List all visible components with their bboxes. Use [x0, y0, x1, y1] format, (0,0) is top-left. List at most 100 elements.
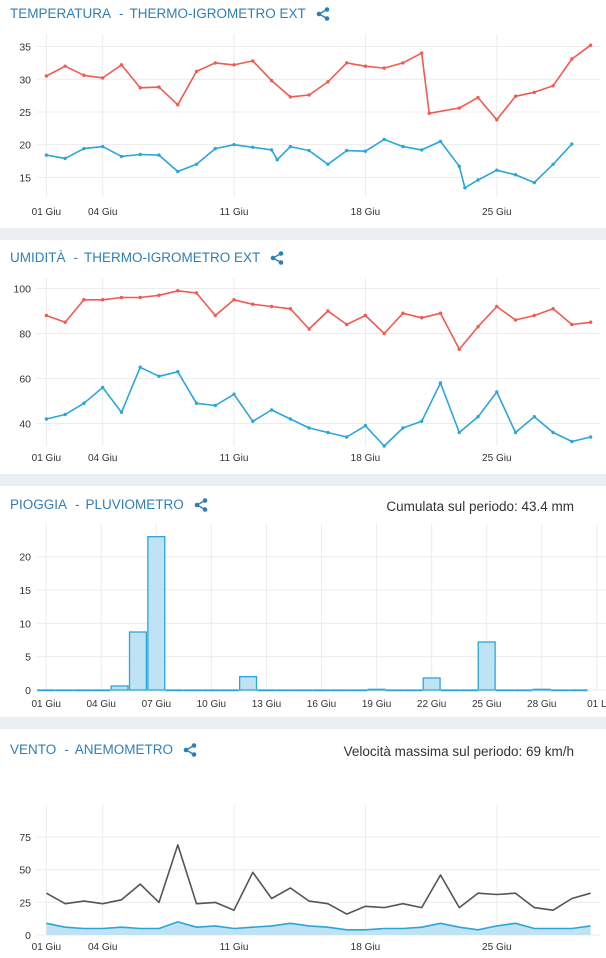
x-tick-label: 25 Giu: [482, 942, 511, 953]
data-point: [119, 410, 124, 414]
data-point: [63, 412, 67, 417]
share-icon[interactable]: [183, 742, 197, 757]
rain-bar: [55, 689, 74, 692]
data-point: [344, 61, 349, 65]
x-tick-label: 19 Giu: [362, 699, 391, 710]
data-point: [401, 426, 405, 430]
data-point: [119, 154, 124, 159]
share-icon[interactable]: [316, 6, 330, 21]
x-tick-label: 04 Giu: [88, 942, 117, 953]
y-tick-label: 15: [19, 585, 31, 597]
data-point: [194, 291, 199, 295]
x-tick-label: 04 Giu: [87, 699, 116, 710]
rain-bar: [165, 689, 184, 692]
rain-bar: [440, 689, 460, 692]
x-tick-label: 18 Giu: [351, 207, 380, 218]
panel-sensor-label[interactable]: PLUVIOMETRO: [85, 497, 184, 512]
data-point: [44, 74, 49, 78]
data-point: [551, 162, 555, 166]
data-point: [363, 424, 368, 428]
data-point: [532, 415, 537, 419]
x-tick-label: 01 Giu: [32, 453, 61, 464]
x-tick-label: 01 Giu: [31, 699, 60, 710]
data-point: [532, 180, 537, 185]
humidity-panel: UMIDITÀ - THERMO-IGROMETRO EXT 40 60 80 100…: [0, 240, 606, 474]
y-tick-label: 0: [25, 685, 31, 697]
data-point: [344, 435, 349, 439]
data-point: [457, 106, 461, 110]
rain-bar: [404, 689, 423, 692]
data-point: [588, 43, 593, 47]
y-tick-label: 5: [25, 652, 31, 664]
data-point: [382, 137, 386, 142]
data-point: [269, 408, 274, 412]
series-line-blue: [46, 366, 591, 447]
data-point: [363, 149, 368, 153]
data-point: [63, 320, 67, 324]
temperature-chart: 15 20 25 30 35 01 Giu 04 Giu 11 Giu 18 Giu 25 Giu: [19, 34, 600, 218]
panel-sensor-label[interactable]: ANEMOMETRO: [74, 742, 174, 757]
y-tick-label: 25: [19, 107, 31, 119]
data-point: [100, 76, 105, 80]
data-point: [457, 347, 461, 351]
data-point: [420, 419, 424, 423]
data-point: [551, 307, 555, 311]
data-point: [401, 311, 405, 315]
y-tick-label: 25: [19, 897, 31, 909]
data-point: [463, 186, 467, 190]
data-point: [82, 146, 86, 151]
y-tick-label: 40: [19, 419, 31, 431]
data-point: [401, 144, 405, 149]
temperature-panel: TEMPERATURA - THERMO-IGROMETRO EXT 15 20 2…: [0, 0, 606, 228]
rain-bar: [532, 688, 551, 691]
data-point: [382, 331, 386, 336]
rain-bar: [294, 689, 313, 692]
data-point: [232, 298, 236, 302]
x-tick-label: 10 Giu: [197, 699, 226, 710]
data-point: [176, 370, 180, 374]
data-point: [427, 111, 431, 115]
separator: [0, 474, 606, 486]
y-tick-label: 80: [19, 329, 31, 341]
data-point: [457, 430, 461, 435]
x-tick-label: 18 Giu: [351, 942, 380, 953]
panel-type-label: PIOGGIA: [10, 497, 68, 512]
data-point: [532, 90, 537, 95]
data-point: [307, 426, 311, 430]
data-point: [63, 64, 67, 68]
x-tick-label: 16 Giu: [307, 699, 336, 710]
panel-separator: -: [73, 250, 79, 265]
share-icon[interactable]: [194, 497, 208, 512]
data-point: [251, 419, 255, 423]
rain-bar: [349, 689, 368, 692]
panel-sensor-label[interactable]: THERMO-IGROMETRO EXT: [84, 250, 261, 265]
panel-sensor-label[interactable]: THERMO-IGROMETRO EXT: [129, 6, 306, 21]
y-tick-label: 35: [19, 42, 31, 54]
data-point: [326, 162, 330, 166]
data-point: [275, 158, 279, 162]
data-point: [326, 80, 330, 84]
panel-separator: -: [119, 6, 124, 21]
rain-bar: [128, 631, 148, 691]
cumulative-rain-note: Cumulata sul periodo: 43.4 mm: [386, 499, 574, 514]
panel-header: VENTO - ANEMOMETRO: [10, 742, 197, 757]
data-point: [232, 63, 236, 67]
data-point: [44, 313, 49, 318]
panel-separator: -: [75, 497, 80, 512]
y-tick-label: 60: [19, 374, 31, 386]
data-point: [570, 439, 574, 444]
y-tick-label: 10: [19, 618, 31, 630]
share-icon[interactable]: [270, 250, 284, 265]
rain-bar: [514, 689, 533, 692]
data-point: [420, 316, 424, 320]
rain-bar: [147, 536, 166, 691]
data-point: [100, 385, 105, 390]
data-point: [551, 430, 555, 435]
separator: [0, 228, 606, 240]
humidity-chart: 40 60 80 100 01 Giu 04 Giu 11 Giu 18 Giu 25 Giu: [13, 278, 600, 464]
rain-bar: [73, 689, 92, 692]
data-point: [438, 311, 443, 315]
y-tick-label: 50: [19, 865, 31, 877]
x-tick-label: 11 Giu: [220, 207, 249, 218]
x-tick-label: 11 Giu: [220, 942, 249, 953]
